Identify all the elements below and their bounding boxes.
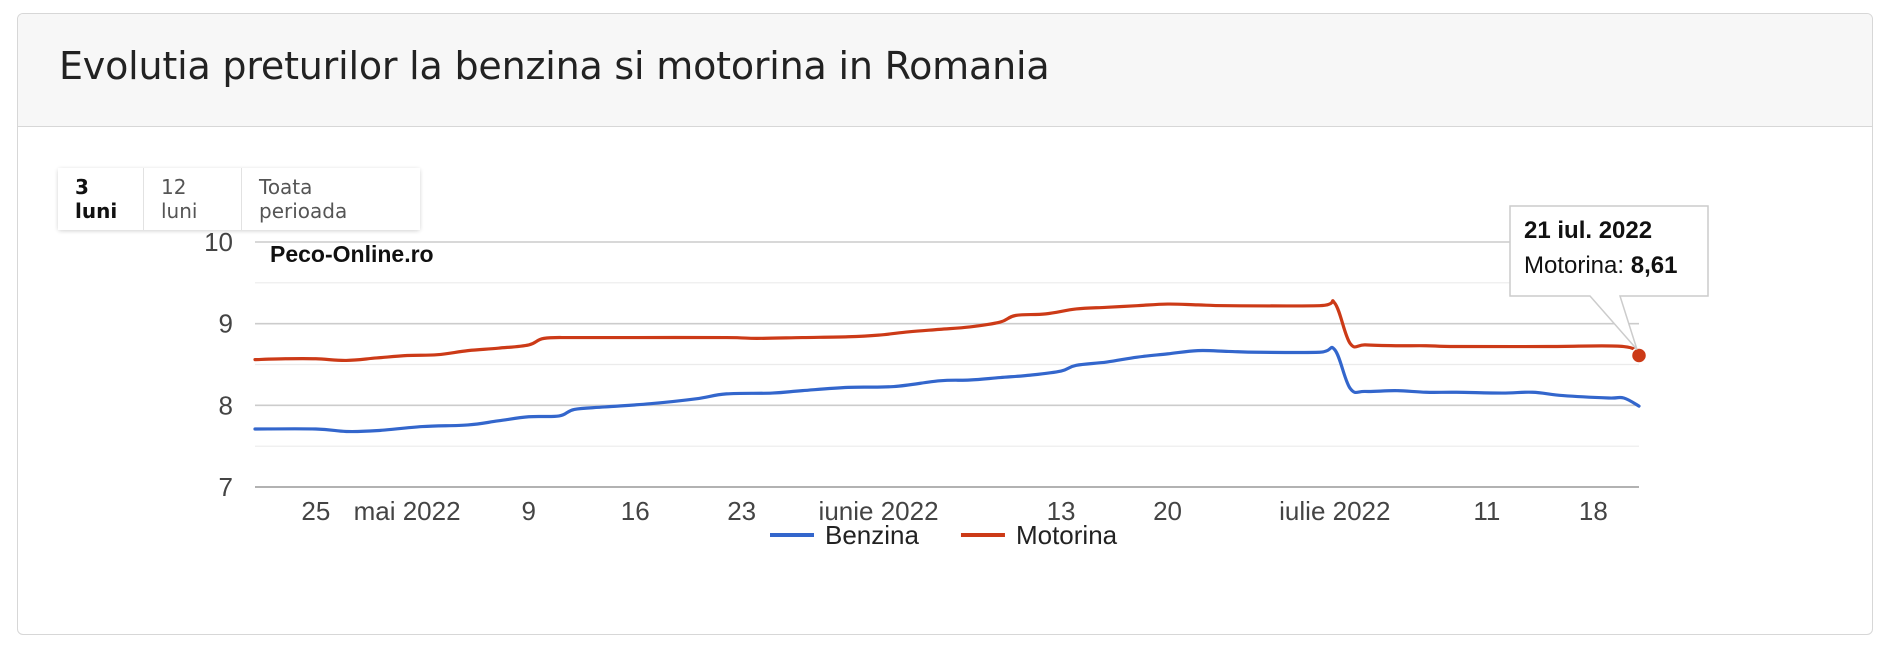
tooltip-value: 8,61 [1631,252,1678,279]
range-12-months-button[interactable]: 12 luni [144,168,242,230]
tooltip-date: 21 iul. 2022 [1524,217,1652,244]
x-tick-label: 23 [727,496,756,526]
legend: Benzina Motorina [770,520,1118,550]
x-tick-label: 20 [1153,496,1182,526]
x-tick-label: 13 [1047,496,1076,526]
y-tick-label: 8 [219,390,233,420]
range-all-period-button[interactable]: Toata perioada [242,168,420,230]
x-tick-label: 16 [621,496,650,526]
chart-tooltip: 21 iul. 2022 Motorina: 8,61 [1509,205,1709,351]
y-axis-ticks: 7 8 9 10 [204,227,233,502]
x-tick-label: 18 [1579,496,1608,526]
tooltip-separator: : [1617,252,1630,279]
x-tick-label: 11 [1473,496,1500,526]
x-axis-ticks: 25 mai 2022 9 16 23 iunie 2022 13 20 iulie 2022 1… [301,496,1607,526]
y-tick-label: 7 [219,472,233,502]
highlighted-point[interactable] [1630,347,1648,364]
chart-watermark: Peco-Online.ro [270,241,434,267]
y-tick-label: 9 [219,309,233,339]
series-line-motorina[interactable] [253,299,1641,363]
x-tick-label: iulie 2022 [1279,496,1390,526]
grid [255,241,1639,488]
tooltip-box [1509,205,1709,351]
range-3-months-button[interactable]: 3 luni [58,168,144,230]
range-selector: 3 luni 12 luni Toata perioada [58,168,420,230]
x-tick-label: 25 [301,496,330,526]
x-tick-label: 9 [522,496,536,526]
x-tick-label: mai 2022 [354,496,461,526]
tooltip-series-name: Motorina [1524,252,1618,279]
card-header: Evolutia preturilor la benzina si motori… [18,14,1872,127]
series-line-benzina[interactable] [253,345,1641,434]
chart-card: Evolutia preturilor la benzina si motori… [17,13,1873,635]
x-tick-label: iunie 2022 [819,496,939,526]
card-title: Evolutia preturilor la benzina si motori… [59,44,1050,88]
legend-label-benzina[interactable]: Benzina [825,520,919,550]
legend-label-motorina[interactable]: Motorina [1016,520,1118,550]
price-chart: 25 mai 2022 9 16 23 iunie 2022 13 20 iulie 2022 1… [204,205,1709,550]
tooltip-value-line: Motorina: 8,61 [1524,252,1677,279]
y-tick-label: 10 [204,227,233,257]
series-lines [253,299,1648,434]
